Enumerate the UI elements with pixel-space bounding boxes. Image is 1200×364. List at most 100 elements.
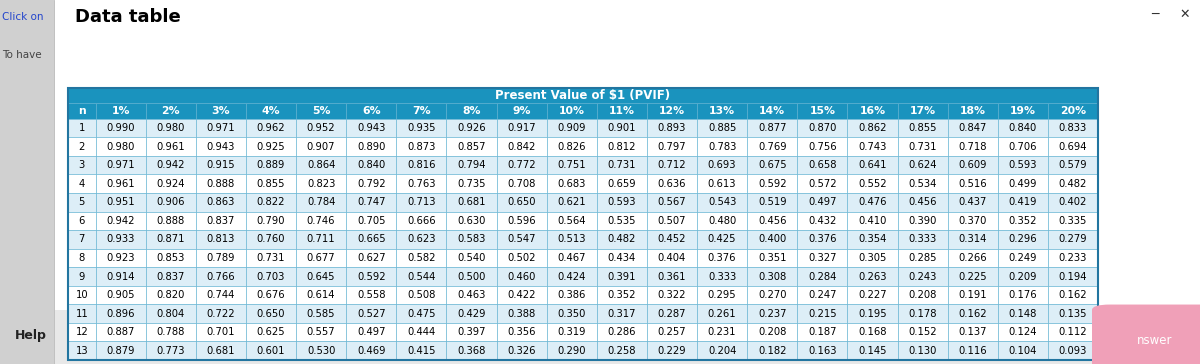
Text: 0.772: 0.772 xyxy=(508,160,536,170)
Text: 0.942: 0.942 xyxy=(156,160,185,170)
Text: 0.351: 0.351 xyxy=(758,253,786,263)
Text: 0.773: 0.773 xyxy=(156,346,185,356)
Text: 0.162: 0.162 xyxy=(959,309,988,318)
Text: 0.788: 0.788 xyxy=(156,327,185,337)
Text: 0.434: 0.434 xyxy=(607,253,636,263)
Text: n: n xyxy=(78,106,85,116)
Text: 0.701: 0.701 xyxy=(206,327,235,337)
Text: 0.319: 0.319 xyxy=(558,327,586,337)
Text: 0.888: 0.888 xyxy=(157,216,185,226)
Text: 0.666: 0.666 xyxy=(407,216,436,226)
Text: 18%: 18% xyxy=(960,106,985,116)
Text: 0.456: 0.456 xyxy=(758,216,786,226)
Text: 0.263: 0.263 xyxy=(858,272,887,281)
Text: 0.243: 0.243 xyxy=(908,272,937,281)
Text: 0.889: 0.889 xyxy=(257,160,286,170)
Text: 20%: 20% xyxy=(1060,106,1086,116)
Text: 0.452: 0.452 xyxy=(658,234,686,244)
Text: 0.794: 0.794 xyxy=(457,160,486,170)
Text: 0.703: 0.703 xyxy=(257,272,286,281)
Text: 0.356: 0.356 xyxy=(508,327,536,337)
Text: 0.901: 0.901 xyxy=(607,123,636,133)
Text: 0.152: 0.152 xyxy=(908,327,937,337)
Text: 0.961: 0.961 xyxy=(107,179,134,189)
Text: 0.683: 0.683 xyxy=(558,179,586,189)
Text: 0.593: 0.593 xyxy=(1008,160,1037,170)
Text: 0.305: 0.305 xyxy=(858,253,887,263)
Text: 0.229: 0.229 xyxy=(658,346,686,356)
Text: 0.370: 0.370 xyxy=(959,216,986,226)
Text: 0.789: 0.789 xyxy=(206,253,235,263)
Text: 0.731: 0.731 xyxy=(908,142,937,152)
Text: 0.535: 0.535 xyxy=(607,216,636,226)
Text: 0.322: 0.322 xyxy=(658,290,686,300)
Text: 9: 9 xyxy=(78,272,85,281)
Text: 0.191: 0.191 xyxy=(959,290,988,300)
Text: 0.681: 0.681 xyxy=(457,197,486,207)
Text: 1%: 1% xyxy=(112,106,130,116)
Text: 0.257: 0.257 xyxy=(658,327,686,337)
Text: 0.879: 0.879 xyxy=(107,346,134,356)
Text: Help: Help xyxy=(14,328,47,341)
Text: 0.194: 0.194 xyxy=(1058,272,1087,281)
Text: 0.233: 0.233 xyxy=(1058,253,1087,263)
Text: 0.694: 0.694 xyxy=(1058,142,1087,152)
Text: 0.463: 0.463 xyxy=(457,290,486,300)
Text: 0.943: 0.943 xyxy=(206,142,235,152)
Text: 0.543: 0.543 xyxy=(708,197,737,207)
Text: 0.582: 0.582 xyxy=(407,253,436,263)
Text: 0.837: 0.837 xyxy=(156,272,185,281)
Text: 0.621: 0.621 xyxy=(558,197,586,207)
Text: 0.766: 0.766 xyxy=(206,272,235,281)
Text: 0.215: 0.215 xyxy=(808,309,836,318)
Text: 0.130: 0.130 xyxy=(908,346,937,356)
Text: 8: 8 xyxy=(79,253,85,263)
Text: 0.659: 0.659 xyxy=(607,179,636,189)
Text: 0.145: 0.145 xyxy=(858,346,887,356)
Text: 0.623: 0.623 xyxy=(407,234,436,244)
Text: 0.893: 0.893 xyxy=(658,123,686,133)
Text: 0.534: 0.534 xyxy=(908,179,937,189)
Text: 0.862: 0.862 xyxy=(858,123,887,133)
Text: 0.855: 0.855 xyxy=(257,179,286,189)
Text: 3: 3 xyxy=(79,160,85,170)
Text: 0.943: 0.943 xyxy=(358,123,385,133)
Text: 0.429: 0.429 xyxy=(457,309,486,318)
Text: 0.270: 0.270 xyxy=(758,290,786,300)
Text: 0.914: 0.914 xyxy=(107,272,134,281)
Text: 0.641: 0.641 xyxy=(858,160,887,170)
Text: 0.840: 0.840 xyxy=(1009,123,1037,133)
Text: 0.314: 0.314 xyxy=(959,234,986,244)
Text: 0.482: 0.482 xyxy=(1058,179,1087,189)
Text: 0.208: 0.208 xyxy=(908,290,937,300)
Text: 9%: 9% xyxy=(512,106,530,116)
Text: 5%: 5% xyxy=(312,106,330,116)
Text: 13: 13 xyxy=(76,346,88,356)
Text: 0.237: 0.237 xyxy=(758,309,786,318)
Text: 0.467: 0.467 xyxy=(558,253,586,263)
Text: 0.558: 0.558 xyxy=(356,290,385,300)
Text: 0.432: 0.432 xyxy=(808,216,836,226)
Text: 0.877: 0.877 xyxy=(758,123,786,133)
Text: 0.204: 0.204 xyxy=(708,346,737,356)
Text: 0.527: 0.527 xyxy=(356,309,385,318)
Text: 0.572: 0.572 xyxy=(808,179,836,189)
Text: 0.713: 0.713 xyxy=(407,197,436,207)
Text: 0.744: 0.744 xyxy=(206,290,235,300)
Text: 0.530: 0.530 xyxy=(307,346,335,356)
Text: 0.731: 0.731 xyxy=(257,253,286,263)
Text: 0.896: 0.896 xyxy=(107,309,134,318)
Text: 8%: 8% xyxy=(462,106,481,116)
Text: 1: 1 xyxy=(78,123,85,133)
Text: 0.756: 0.756 xyxy=(808,142,836,152)
Text: 0.376: 0.376 xyxy=(808,234,836,244)
Text: 0.962: 0.962 xyxy=(257,123,286,133)
Text: 0.905: 0.905 xyxy=(107,290,134,300)
Text: 0.816: 0.816 xyxy=(407,160,436,170)
Text: 0.792: 0.792 xyxy=(356,179,385,189)
Text: 0.650: 0.650 xyxy=(508,197,536,207)
Text: 0.942: 0.942 xyxy=(107,216,134,226)
Text: 0.327: 0.327 xyxy=(808,253,836,263)
Text: 2%: 2% xyxy=(162,106,180,116)
Text: 13%: 13% xyxy=(709,106,736,116)
